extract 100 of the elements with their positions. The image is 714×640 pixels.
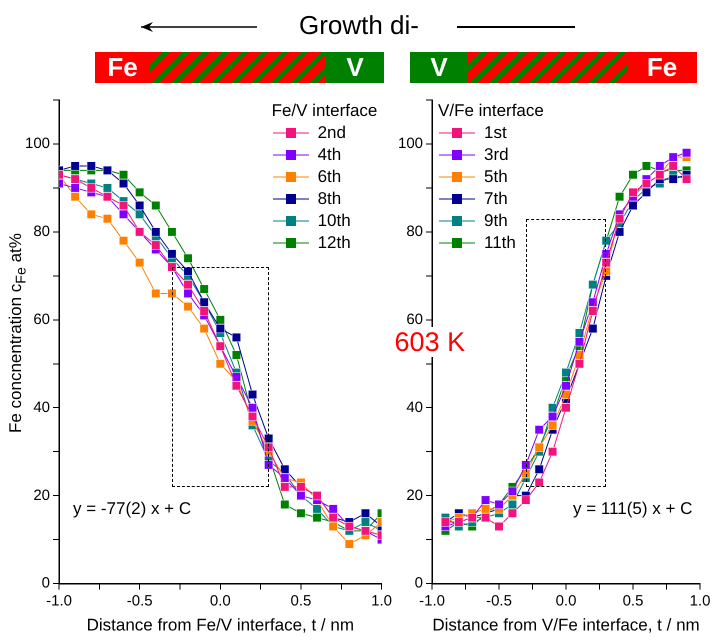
x-tick-label: 0.0 [556, 592, 576, 610]
point [521, 460, 530, 470]
point [232, 350, 241, 360]
point [642, 161, 651, 170]
point [102, 214, 112, 224]
legend-label: 6th [318, 166, 342, 188]
x-tick-label: 1.0 [690, 592, 710, 610]
point [264, 442, 274, 452]
y-tick-label: 80 [406, 223, 424, 240]
point [119, 201, 128, 210]
point [312, 504, 322, 514]
point [534, 464, 544, 474]
point [70, 192, 80, 202]
point [508, 500, 517, 509]
y-tick-label: 0 [42, 574, 50, 592]
y-tick-label: 40 [406, 398, 424, 416]
point [548, 420, 558, 430]
legend-label: 11th [484, 232, 516, 254]
point [151, 288, 160, 298]
point [70, 161, 80, 170]
point [200, 324, 209, 334]
point [119, 170, 128, 180]
point [216, 324, 225, 334]
chart-title: Growth di- [299, 10, 419, 40]
y-tick-label: 100 [24, 135, 50, 152]
point [628, 188, 638, 197]
point [184, 254, 193, 263]
point [70, 183, 80, 192]
point [328, 504, 338, 514]
x-tick-label: 0.0 [210, 592, 231, 610]
point [668, 161, 678, 170]
x-tick-label: -0.5 [126, 592, 153, 610]
point [642, 188, 651, 197]
legend-label: 8th [318, 188, 342, 210]
annotation: 603 K [394, 327, 466, 358]
legend-label: 1st [484, 122, 507, 144]
legend-label: 2nd [318, 122, 346, 144]
x-tick-label: -1.0 [419, 592, 445, 610]
y-tick-label: 40 [33, 398, 50, 416]
point [86, 210, 96, 219]
legend-label: 3rd [484, 144, 509, 166]
point [167, 288, 176, 298]
point [655, 161, 664, 170]
point [248, 403, 258, 412]
point [588, 324, 598, 334]
point [588, 306, 598, 316]
point [200, 284, 209, 294]
point [628, 170, 638, 180]
point [264, 460, 274, 470]
point [102, 183, 112, 192]
point [344, 540, 354, 549]
legend-label: 9th [484, 210, 508, 232]
point [135, 210, 144, 219]
point [119, 210, 128, 219]
point [119, 179, 128, 188]
x-axis-title: Distance from V/Fe interface, t / nm [432, 615, 700, 634]
point [135, 258, 144, 268]
legend-label: 12th [318, 232, 351, 254]
x-tick-label: 1.0 [371, 592, 392, 610]
point [167, 227, 176, 236]
point [151, 240, 160, 250]
point [562, 381, 571, 390]
point [184, 280, 193, 290]
point [508, 508, 517, 518]
point [508, 486, 517, 496]
point [481, 504, 490, 514]
point [280, 482, 290, 492]
point [232, 332, 241, 342]
point [628, 201, 638, 210]
x-axis-title: Distance from Fe/V interface, t / nm [86, 615, 354, 634]
point [602, 258, 611, 268]
point [248, 390, 258, 400]
point [200, 306, 209, 316]
point [562, 403, 571, 412]
y-tick-label: 60 [33, 310, 50, 328]
legend-label: 4th [318, 144, 342, 166]
legend-title: V/Fe interface [438, 100, 544, 122]
annotation: y = -77(2) x + C [73, 498, 192, 519]
point [135, 201, 144, 210]
point [280, 500, 290, 509]
point [184, 302, 193, 312]
y-tick-label: 20 [406, 486, 424, 504]
point [86, 183, 96, 192]
point [615, 192, 624, 202]
point [232, 381, 241, 390]
point [615, 214, 624, 224]
point [534, 478, 544, 487]
point [216, 359, 225, 368]
y-tick-label: 80 [33, 223, 50, 240]
y-tick-label: 100 [398, 135, 424, 152]
point [521, 496, 530, 505]
point [135, 188, 144, 197]
point [682, 148, 692, 158]
point [167, 249, 176, 258]
point [119, 236, 128, 246]
point [360, 518, 370, 527]
point [151, 201, 160, 210]
x-tick-label: 0.5 [622, 592, 644, 610]
legend-label: 5th [484, 166, 508, 188]
x-tick-label: 0.5 [290, 592, 312, 610]
